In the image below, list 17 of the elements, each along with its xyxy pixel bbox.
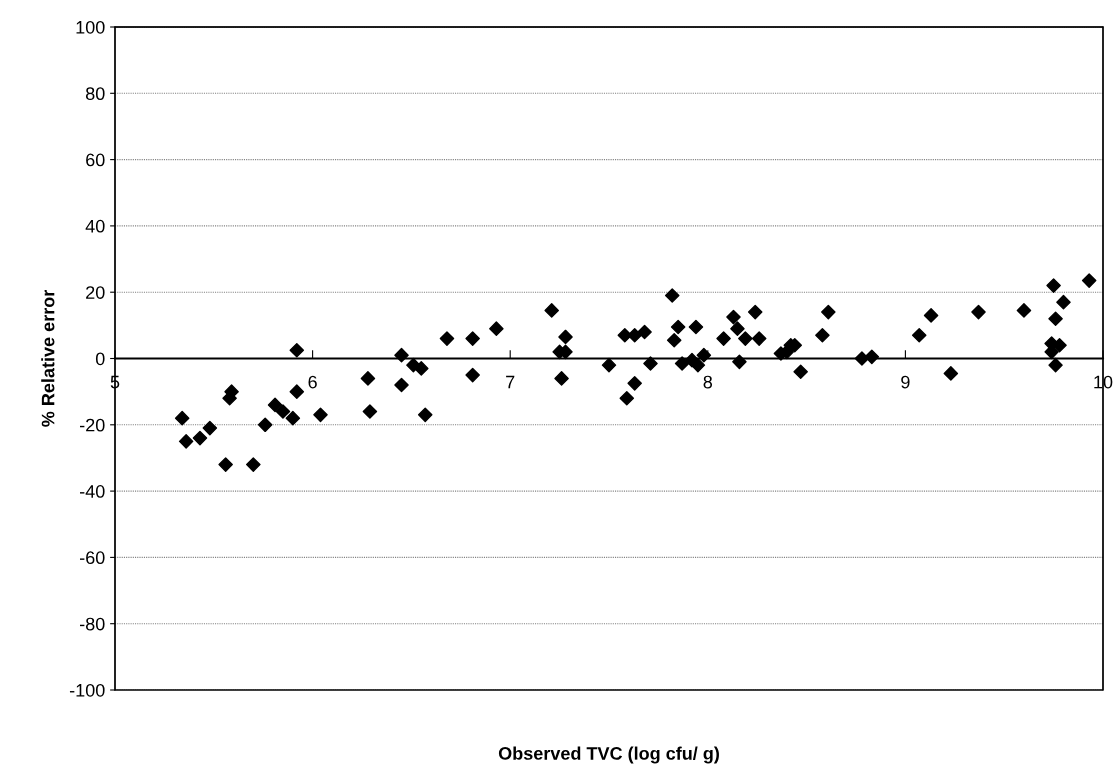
- y-tick-label: 60: [86, 153, 105, 167]
- y-tick-label: -40: [79, 485, 105, 498]
- x-tick-label: 6: [308, 375, 317, 389]
- y-tick-label: 100: [76, 20, 105, 34]
- y-tick-label: -100: [69, 683, 105, 697]
- y-tick-label: -80: [79, 617, 105, 631]
- y-tick-label: -60: [79, 551, 105, 565]
- y-tick-label: 40: [85, 219, 105, 233]
- y-tick-label: 0: [95, 352, 105, 366]
- y-tick-label: 20: [86, 286, 105, 299]
- x-tick-label: 8: [703, 375, 713, 389]
- y-tick-label: 80: [85, 87, 105, 101]
- x-tick-label: 7: [506, 375, 515, 389]
- x-axis-title: Observed TVC (log cfu/ g): [498, 746, 719, 764]
- y-axis-title: % Relative error: [41, 290, 55, 427]
- y-tick-label: -20: [79, 418, 105, 432]
- x-tick-label: 9: [901, 375, 910, 389]
